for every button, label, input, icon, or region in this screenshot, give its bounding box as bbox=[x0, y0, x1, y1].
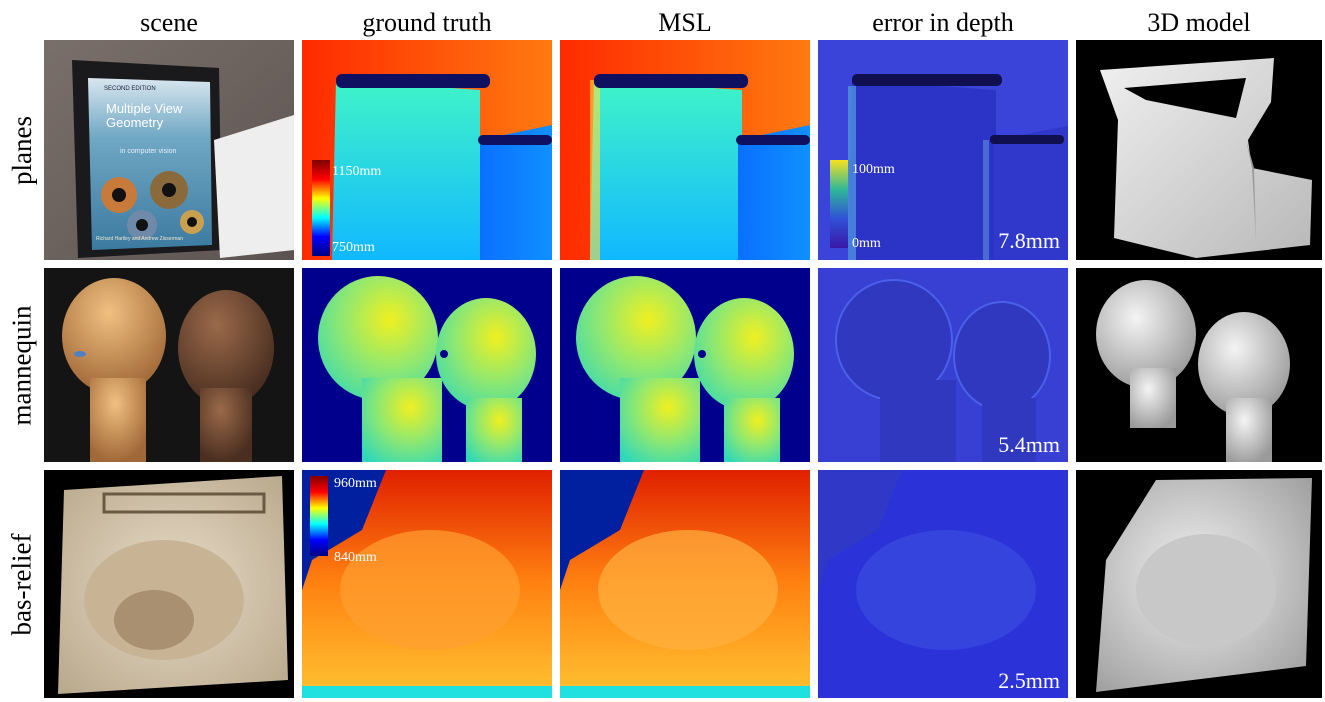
bas-relief-msl-depth bbox=[560, 470, 810, 698]
column-header-scene: scene bbox=[140, 8, 198, 37]
mannequin-msl-depth bbox=[560, 268, 810, 462]
column-header-error-in-depth: error in depth bbox=[872, 8, 1014, 37]
book-title: Multiple View Geometry bbox=[106, 101, 183, 130]
planes-error-colorbar bbox=[830, 160, 848, 248]
planes-depth-colorbar bbox=[312, 160, 330, 256]
column-header-3d-model: 3D model bbox=[1147, 8, 1251, 37]
planes-error-max-label: 100mm bbox=[852, 162, 895, 177]
book-subtitle: in computer vision bbox=[120, 148, 177, 155]
bas-relief-3d-model bbox=[1076, 470, 1322, 698]
bas-relief-ground-truth-depth: 960mm 840mm bbox=[302, 470, 552, 698]
bas-relief-depth-colorbar bbox=[310, 476, 328, 556]
planes-depth-max-label: 1150mm bbox=[332, 164, 382, 179]
planes-scene-photo: SECOND EDITION Multiple View Geometry in… bbox=[44, 40, 294, 260]
row-label-bas-relief: bas-relief bbox=[6, 533, 37, 635]
column-header-ground-truth: ground truth bbox=[362, 8, 492, 37]
row-label-mannequin: mannequin bbox=[6, 305, 37, 425]
bas-relief-scene-photo bbox=[44, 470, 294, 698]
planes-error-map: 100mm 0mm 7.8mm bbox=[818, 40, 1068, 260]
planes-msl-depth bbox=[560, 40, 810, 260]
planes-3d-model bbox=[1076, 40, 1322, 260]
bas-relief-mean-error: 2.5mm bbox=[998, 668, 1060, 693]
planes-ground-truth-depth: 1150mm 750mm bbox=[302, 40, 552, 260]
row-label-planes: planes bbox=[6, 115, 37, 185]
mannequin-scene-photo bbox=[44, 268, 294, 462]
mannequin-ground-truth-depth bbox=[302, 268, 552, 462]
book-authors: Richard Hartley and Andrew Zisserman bbox=[96, 236, 183, 242]
bas-relief-depth-max-label: 960mm bbox=[334, 476, 377, 491]
book-edition: SECOND EDITION bbox=[104, 86, 156, 92]
bas-relief-depth-min-label: 840mm bbox=[334, 550, 377, 565]
planes-error-min-label: 0mm bbox=[852, 236, 881, 251]
mannequin-mean-error: 5.4mm bbox=[998, 432, 1060, 457]
bas-relief-error-map: 2.5mm bbox=[818, 470, 1068, 698]
planes-depth-min-label: 750mm bbox=[332, 240, 375, 255]
mannequin-error-map: 5.4mm bbox=[818, 268, 1068, 462]
mannequin-3d-model bbox=[1076, 268, 1322, 462]
planes-mean-error: 7.8mm bbox=[998, 228, 1060, 253]
column-header-msl: MSL bbox=[658, 8, 712, 37]
